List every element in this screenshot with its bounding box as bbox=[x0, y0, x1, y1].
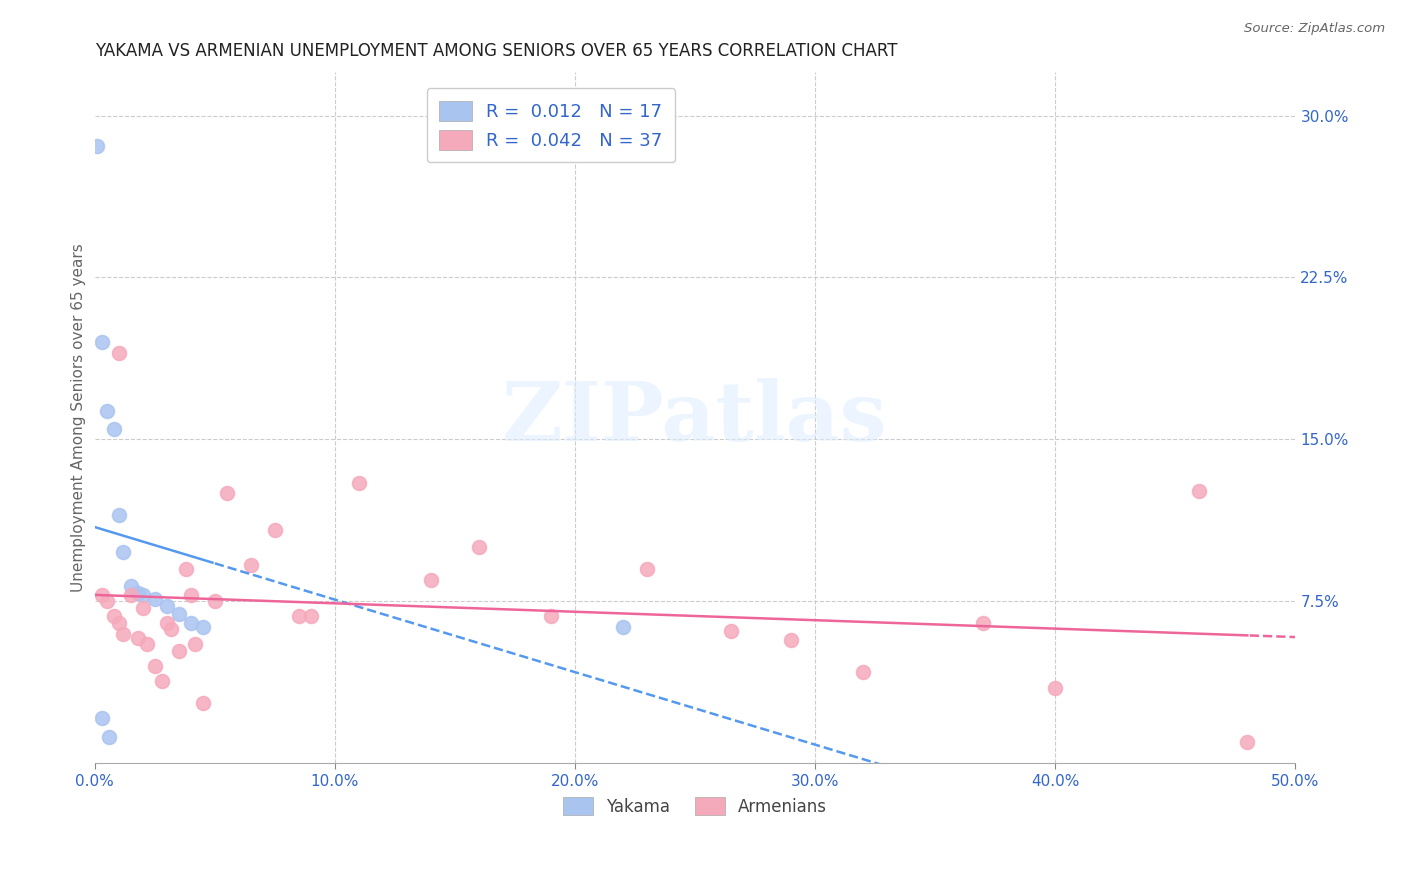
Point bbox=[103, 609, 125, 624]
Point bbox=[90, 588, 112, 602]
Text: YAKAMA VS ARMENIAN UNEMPLOYMENT AMONG SENIORS OVER 65 YEARS CORRELATION CHART: YAKAMA VS ARMENIAN UNEMPLOYMENT AMONG SE… bbox=[94, 42, 897, 60]
Point bbox=[287, 609, 309, 624]
Point bbox=[167, 607, 190, 622]
Point bbox=[1188, 484, 1211, 499]
Point bbox=[112, 544, 135, 558]
Point bbox=[86, 138, 108, 153]
Point bbox=[107, 508, 129, 522]
Point bbox=[120, 579, 142, 593]
Point bbox=[160, 622, 183, 636]
Point bbox=[215, 486, 238, 500]
Point bbox=[127, 631, 149, 645]
Point bbox=[90, 335, 112, 350]
Point bbox=[1236, 734, 1258, 748]
Point bbox=[107, 346, 129, 360]
Point bbox=[96, 594, 118, 608]
Point bbox=[112, 626, 135, 640]
Legend: Yakama, Armenians: Yakama, Armenians bbox=[554, 789, 835, 824]
Point bbox=[191, 620, 214, 634]
Point bbox=[972, 615, 994, 630]
Point bbox=[96, 404, 118, 418]
Y-axis label: Unemployment Among Seniors over 65 years: Unemployment Among Seniors over 65 years bbox=[72, 244, 86, 592]
Point bbox=[127, 585, 149, 599]
Point bbox=[204, 594, 226, 608]
Point bbox=[131, 588, 153, 602]
Point bbox=[167, 644, 190, 658]
Point bbox=[107, 615, 129, 630]
Point bbox=[852, 665, 875, 680]
Point bbox=[120, 588, 142, 602]
Point bbox=[720, 624, 742, 639]
Point bbox=[780, 633, 803, 648]
Point bbox=[103, 421, 125, 435]
Point bbox=[131, 600, 153, 615]
Point bbox=[150, 674, 173, 689]
Point bbox=[540, 609, 562, 624]
Point bbox=[419, 573, 441, 587]
Point bbox=[468, 541, 491, 555]
Point bbox=[98, 730, 121, 744]
Point bbox=[184, 637, 207, 651]
Point bbox=[299, 609, 322, 624]
Point bbox=[90, 711, 112, 725]
Point bbox=[143, 659, 166, 673]
Point bbox=[180, 588, 202, 602]
Text: ZIPatlas: ZIPatlas bbox=[502, 378, 887, 458]
Point bbox=[191, 696, 214, 710]
Point bbox=[136, 637, 159, 651]
Point bbox=[180, 615, 202, 630]
Point bbox=[636, 562, 658, 576]
Text: Source: ZipAtlas.com: Source: ZipAtlas.com bbox=[1244, 22, 1385, 36]
Point bbox=[156, 599, 179, 613]
Point bbox=[143, 592, 166, 607]
Point bbox=[1045, 681, 1067, 695]
Point bbox=[239, 558, 262, 572]
Point bbox=[612, 620, 634, 634]
Point bbox=[263, 523, 285, 537]
Point bbox=[156, 615, 179, 630]
Point bbox=[174, 562, 197, 576]
Point bbox=[347, 475, 370, 490]
